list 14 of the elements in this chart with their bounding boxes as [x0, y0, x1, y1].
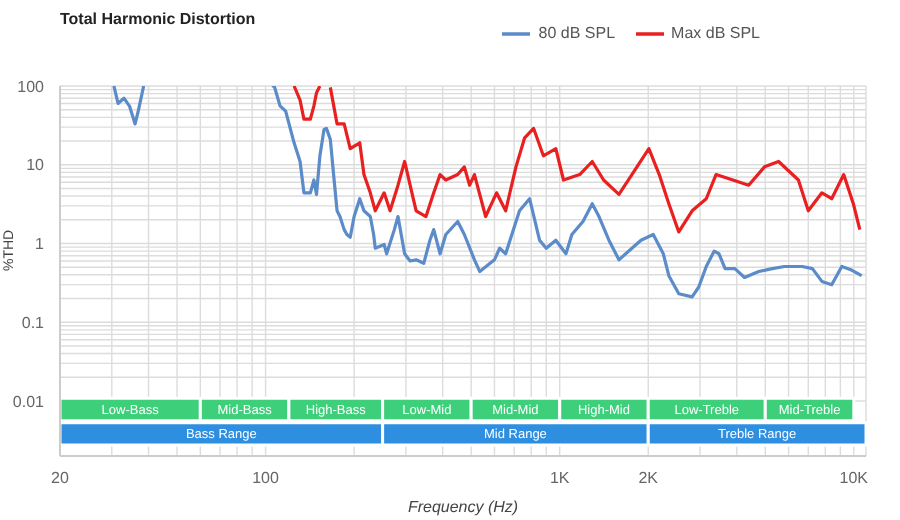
x-tick-label: 10K	[839, 469, 870, 488]
legend-label: 80 dB SPL	[538, 24, 616, 43]
x-tick-label: 100	[252, 469, 281, 488]
y-tick-label: 0.01	[12, 392, 46, 411]
x-tick-label: 20	[51, 469, 70, 488]
chart-title: Total Harmonic Distortion	[60, 10, 256, 28]
y-tick-label: 100	[17, 77, 46, 96]
x-axis-title: Frequency (Hz)	[407, 498, 519, 516]
y-tick-label: 10	[26, 156, 46, 175]
x-tick-label: 2K	[638, 469, 660, 488]
legend-label: Max dB SPL	[671, 24, 760, 43]
x-tick-label: 1K	[549, 469, 571, 488]
y-tick-label: 1	[35, 235, 46, 254]
y-tick-label: 0.1	[21, 313, 46, 332]
